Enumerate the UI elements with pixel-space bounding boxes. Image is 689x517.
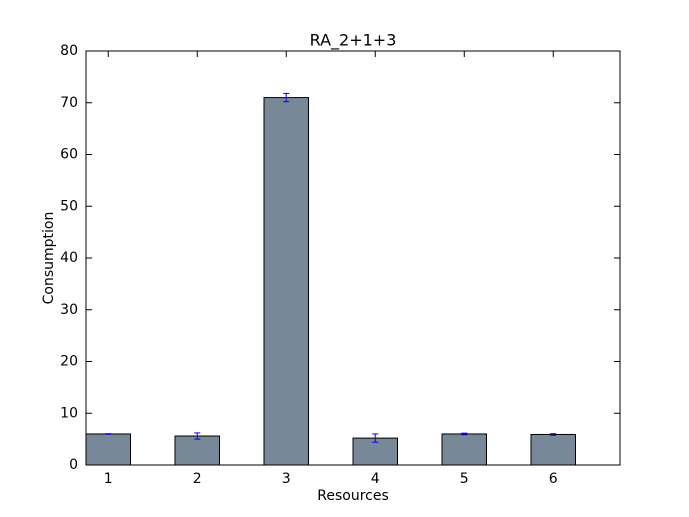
y-axis-label: Consumption (41, 212, 57, 305)
x-tick-label: 3 (282, 471, 291, 487)
bar (441, 433, 487, 466)
bar (530, 433, 576, 466)
bar (263, 97, 309, 466)
y-tick-label: 50 (60, 198, 78, 214)
y-tick-label: 40 (60, 250, 78, 266)
x-axis-label: Resources (317, 488, 389, 504)
y-tick-label: 20 (60, 354, 78, 370)
plot-frame (85, 50, 621, 466)
bar (85, 433, 131, 466)
y-tick-label: 60 (60, 147, 78, 163)
y-tick-label: 80 (60, 43, 78, 59)
chart-title: RA_2+1+3 (310, 31, 397, 51)
x-tick-label: 5 (460, 471, 469, 487)
x-tick-label: 6 (549, 471, 558, 487)
bar (174, 435, 220, 466)
y-tick-label: 70 (60, 95, 78, 111)
y-tick-label: 30 (60, 302, 78, 318)
x-tick-label: 4 (371, 471, 380, 487)
x-tick-label: 1 (104, 471, 113, 487)
y-tick-label: 0 (69, 457, 78, 473)
x-tick-label: 2 (193, 471, 202, 487)
y-tick-label: 10 (60, 405, 78, 421)
